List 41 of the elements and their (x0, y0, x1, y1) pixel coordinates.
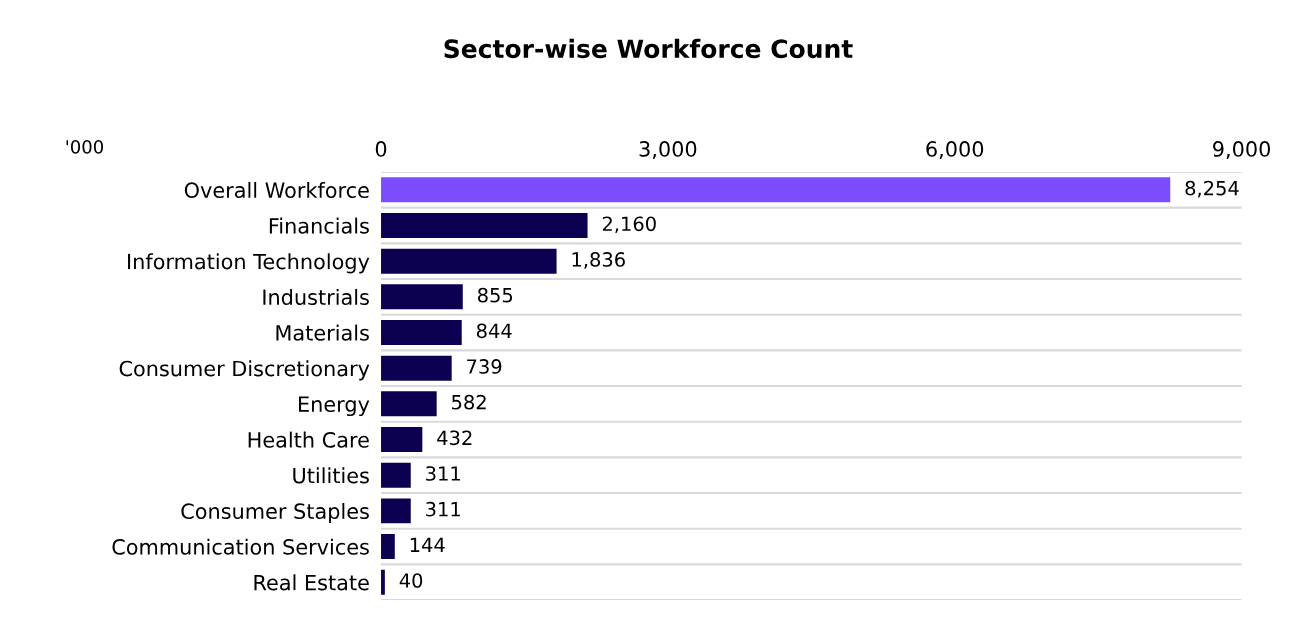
y-tick-label: Materials (276, 324, 369, 341)
data-label: 311 (426, 501, 460, 517)
data-label: 40 (399, 573, 423, 588)
data-label: 855 (477, 287, 513, 303)
bar (381, 177, 1171, 203)
bar (381, 498, 411, 524)
y-tick-label: Real Estate (254, 574, 369, 591)
data-label: 582 (452, 394, 486, 410)
y-tick-label: Overall Workforce (184, 181, 369, 199)
bar (381, 284, 463, 310)
bar (381, 213, 588, 238)
chart-title: Sector-wise Workforce Count (444, 38, 853, 59)
y-tick-label: Industrials (263, 288, 369, 306)
x-tick-label: 6,000 (926, 141, 984, 159)
bar (381, 427, 423, 453)
x-tick-label: 3,000 (639, 141, 697, 159)
data-label: 8,254 (1185, 180, 1239, 198)
data-label: 2,160 (602, 216, 656, 234)
data-label: 739 (467, 359, 502, 374)
y-tick-label: Consumer Discretionary (119, 360, 370, 381)
data-label: 1,836 (572, 252, 625, 269)
x-tick-label: 9,000 (1213, 141, 1271, 159)
bar (381, 355, 452, 381)
bar (381, 248, 557, 274)
x-tick-label: 0 (375, 141, 387, 157)
text: '000 (66, 140, 104, 154)
y-tick-label: Communication Services (112, 538, 369, 555)
bar (381, 462, 411, 488)
y-tick-label: Energy (299, 396, 370, 417)
y-tick-label: Financials (269, 217, 369, 234)
data-label: 311 (426, 466, 460, 481)
bar (381, 534, 395, 560)
data-label: 432 (437, 430, 472, 446)
bar (381, 320, 462, 345)
data-label: 144 (410, 537, 445, 552)
y-tick-label: Information Technology (128, 253, 370, 274)
data-label: 844 (476, 323, 512, 339)
y-tick-label: Health Care (248, 431, 369, 448)
bar (381, 391, 437, 417)
y-tick-label: Utilities (293, 467, 369, 484)
y-tick-label: Consumer Staples (181, 502, 369, 524)
